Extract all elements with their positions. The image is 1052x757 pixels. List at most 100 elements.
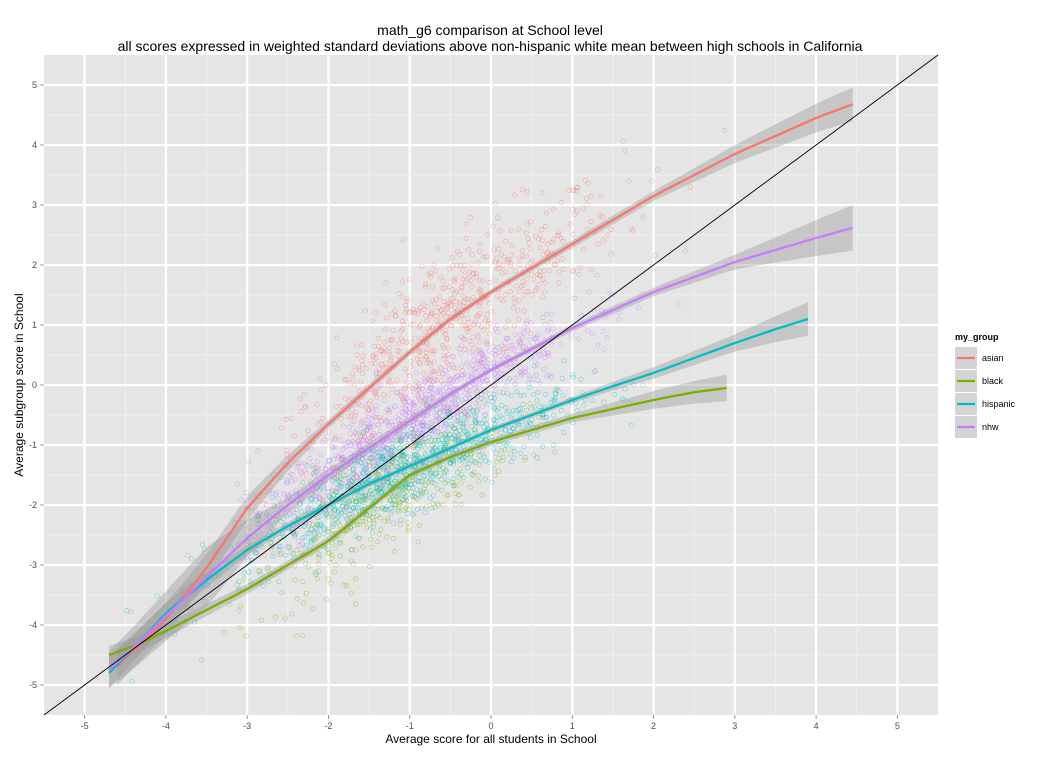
data-point [410,478,416,484]
data-point [379,456,385,462]
data-point [479,492,485,498]
data-point [415,442,421,448]
data-point [540,277,546,283]
data-point [498,413,504,419]
data-point [544,414,550,420]
data-point [464,413,470,419]
data-point [621,397,627,403]
data-point [369,515,376,521]
data-point [241,570,247,576]
data-point [462,273,468,279]
data-point [429,385,435,391]
data-point [408,481,414,487]
data-point [484,312,490,318]
data-point [429,309,435,315]
data-point [337,486,343,492]
data-point [499,343,505,349]
data-point [383,441,389,447]
data-point [335,455,341,461]
data-point [452,291,458,297]
data-point [462,420,468,426]
data-point [417,398,423,404]
data-point [413,464,419,470]
data-point [400,452,406,459]
data-point [565,412,571,418]
data-point [520,345,526,351]
data-point [331,475,337,481]
data-point [440,502,447,508]
data-point [372,457,378,463]
data-point [362,489,368,496]
data-point [422,396,428,402]
data-point [511,347,517,353]
data-point [391,502,397,508]
data-point [456,474,462,480]
data-point [307,456,313,462]
data-point [325,526,331,532]
data-point [475,260,481,266]
data-point [461,415,468,421]
data-point [301,391,307,398]
data-point [427,471,433,477]
data-point [396,487,402,493]
data-point [338,540,344,546]
data-point [429,505,435,511]
data-point [399,394,405,400]
data-point [448,406,454,412]
data-point [509,412,515,418]
data-point [379,465,385,471]
data-point [292,577,298,583]
data-point [449,397,455,403]
data-point [349,396,355,402]
data-point [425,357,432,363]
data-point [419,263,425,269]
data-point [406,525,412,531]
data-point [326,529,332,535]
data-point [469,371,475,378]
data-point [298,483,304,489]
data-point [491,417,497,423]
data-point [458,375,464,381]
data-point [264,502,270,508]
data-point [484,340,490,346]
data-point [390,458,396,464]
data-point [410,431,416,437]
data-point [456,398,462,404]
data-point [313,493,320,499]
data-point [503,384,509,390]
data-point [353,576,359,582]
data-point [512,331,518,338]
data-point [454,470,461,476]
data-point [427,427,433,433]
data-point [535,377,541,383]
data-point [475,398,481,404]
data-point [558,341,564,347]
data-point [467,405,473,411]
data-point [382,486,388,492]
data-point [401,393,408,399]
data-point [533,233,539,239]
data-point [552,395,558,401]
data-point [400,485,406,491]
data-point [307,478,313,484]
data-point [416,464,422,470]
data-point [310,521,316,527]
data-point [299,541,305,547]
data-point [368,464,374,470]
data-point [319,465,325,472]
data-point [428,450,434,456]
data-point [424,413,431,419]
data-point [279,530,286,536]
data-point [355,505,361,511]
data-point [482,476,488,482]
data-point [446,409,452,415]
data-point [516,411,522,417]
data-point [363,497,369,504]
data-point [371,430,377,436]
data-point [380,456,386,462]
data-point [417,361,423,367]
data-point [354,352,360,358]
data-point [500,390,506,396]
data-point [373,369,379,375]
